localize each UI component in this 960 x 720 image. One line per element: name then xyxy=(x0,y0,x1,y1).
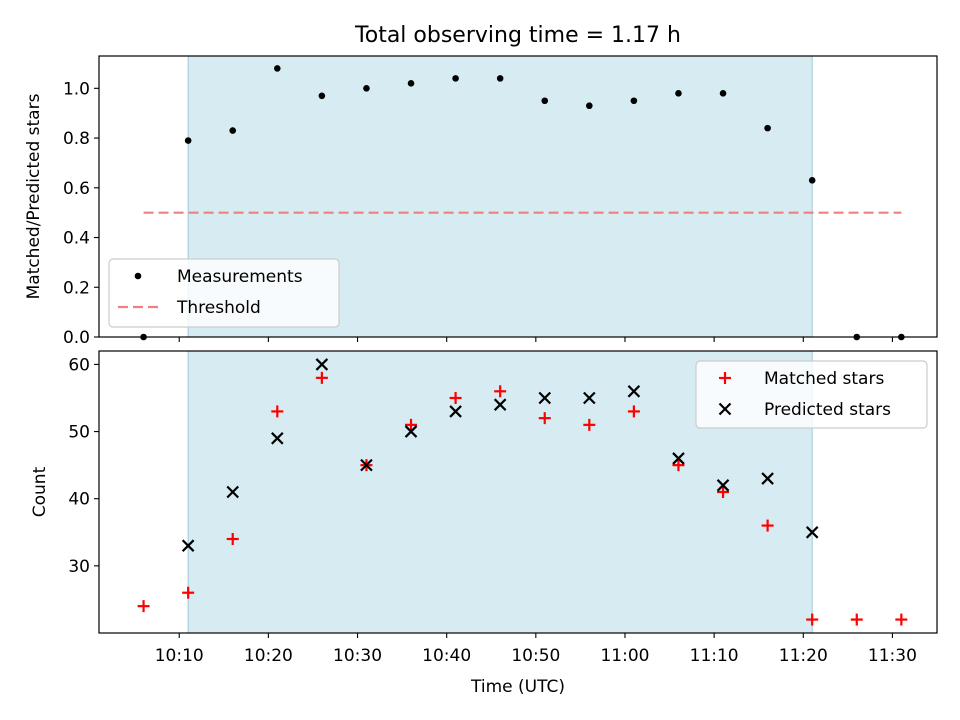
legend-matched-swatch xyxy=(719,372,731,384)
predicted-stars-point xyxy=(538,391,552,405)
predicted-stars-point xyxy=(360,458,373,472)
matched-stars-point xyxy=(271,405,284,418)
legend: Measurements Threshold xyxy=(108,258,340,328)
matched-stars-point xyxy=(850,613,863,626)
y-tick-label: 0.6 xyxy=(63,179,90,199)
matched-stars-point xyxy=(538,412,551,425)
y-tick-label: 40 xyxy=(68,490,90,510)
matched-stars-point xyxy=(761,519,774,532)
matched-stars-point xyxy=(494,385,507,398)
y-tick-label: 50 xyxy=(68,423,90,443)
x-tick-label: 10:30 xyxy=(333,646,382,666)
measurement-point xyxy=(407,80,415,87)
series-measurements xyxy=(140,65,905,341)
measurement-point xyxy=(229,127,237,134)
x-tick-label: 10:50 xyxy=(511,646,560,666)
matched-stars-point xyxy=(806,613,819,626)
predicted-stars-point xyxy=(271,432,284,445)
legend-box xyxy=(108,258,340,328)
measurement-point xyxy=(273,65,281,72)
legend-box xyxy=(695,360,928,429)
matched-stars-point xyxy=(405,418,418,431)
axes-frame xyxy=(98,55,938,338)
predicted-stars-point xyxy=(181,539,195,552)
y-tick-label: 0.8 xyxy=(63,129,90,149)
y-tick-label: 0.4 xyxy=(63,229,90,249)
y-tick-label: 60 xyxy=(68,355,90,375)
matched-stars-point xyxy=(137,600,150,613)
axes-frame xyxy=(98,350,938,634)
x-tick-label: 10:10 xyxy=(155,646,204,666)
matched-stars-point xyxy=(717,486,730,498)
y-axis-label: Matched/Predicted stars xyxy=(24,93,44,299)
x-tick-label: 11:30 xyxy=(868,646,917,666)
predicted-stars-point xyxy=(315,358,329,371)
y-tick-label: 1.0 xyxy=(63,79,90,99)
predicted-stars-point xyxy=(449,405,462,418)
predicted-stars-point xyxy=(583,391,596,405)
measurement-point xyxy=(764,124,771,132)
predicted-stars-point xyxy=(805,526,819,539)
measurement-point xyxy=(496,75,504,82)
measurement-point xyxy=(719,90,727,97)
matched-stars-point xyxy=(583,418,596,431)
legend-label: Predicted stars xyxy=(764,400,891,420)
matched-stars-point xyxy=(449,392,462,404)
x-axis-label: Time (UTC) xyxy=(470,677,565,697)
legend-label: Measurements xyxy=(177,267,303,287)
y-tick-label: 0.2 xyxy=(63,278,90,298)
legend-predicted-swatch xyxy=(718,402,732,416)
measurement-point xyxy=(586,102,593,110)
predicted-stars-point xyxy=(627,385,641,398)
measurement-point xyxy=(184,137,192,144)
measurement-point xyxy=(808,177,816,184)
matched-stars-point xyxy=(182,586,195,599)
legend: Matched stars Predicted stars xyxy=(695,360,928,429)
legend-label: Matched stars xyxy=(764,369,884,389)
predicted-stars-point xyxy=(226,485,240,499)
series-predicted-stars xyxy=(181,358,819,552)
matched-stars-point xyxy=(672,459,685,472)
y-tick-label: 30 xyxy=(68,557,90,577)
measurement-point xyxy=(452,75,459,82)
measurement-point xyxy=(541,97,549,105)
x-tick-label: 10:20 xyxy=(244,646,293,666)
predicted-stars-point xyxy=(404,425,418,438)
matched-stars-point xyxy=(315,371,328,384)
measurement-point xyxy=(363,85,370,92)
matched-stars-point xyxy=(895,613,908,626)
predicted-stars-point xyxy=(493,398,507,411)
predicted-stars-point xyxy=(672,452,685,465)
predicted-stars-point xyxy=(761,472,774,485)
x-tick-label: 11:20 xyxy=(779,646,828,666)
x-tick-label: 11:00 xyxy=(600,646,649,666)
legend-label: Threshold xyxy=(176,298,261,318)
x-tick-label: 10:40 xyxy=(422,646,471,666)
legend-measurement-swatch xyxy=(134,272,142,280)
measurement-point xyxy=(630,97,638,105)
y-axis-label: Count xyxy=(30,466,50,517)
series-matched-stars xyxy=(137,371,908,626)
x-tick-label: 11:10 xyxy=(690,646,739,666)
matched-stars-point xyxy=(226,533,239,545)
bottom-panel: 30 40 50 60 10:10 10:20 10:30 10:40 10:50 11:00 11… xyxy=(30,350,938,697)
top-panel: 0.0 0.2 0.4 0.6 0.8 1.0 Matched/Predicted star… xyxy=(24,55,938,348)
measurement-point xyxy=(675,90,682,97)
figure-title: Total observing time = 1.17 h xyxy=(354,23,681,48)
measurement-point xyxy=(318,92,326,100)
matched-stars-point xyxy=(627,405,640,418)
predicted-stars-point xyxy=(716,479,730,492)
y-tick-label: 0.0 xyxy=(63,328,90,348)
